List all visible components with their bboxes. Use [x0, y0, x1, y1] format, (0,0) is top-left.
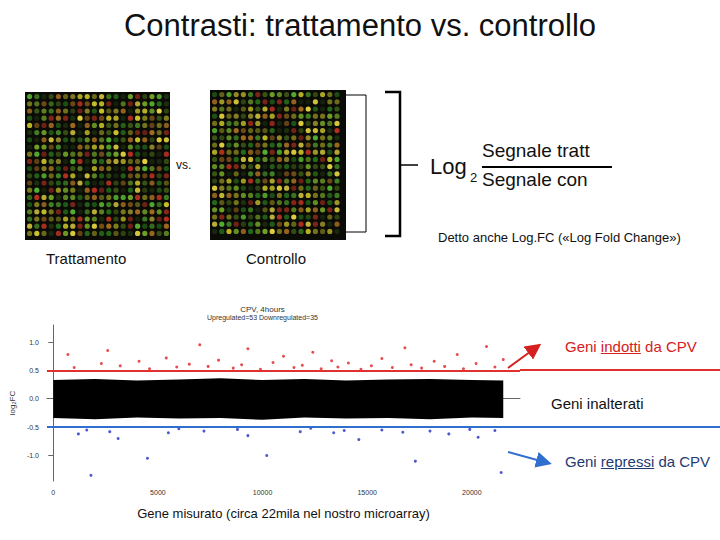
html-text:Geni indotti da CPV: Geni indotti da CPV: [565, 338, 697, 355]
svg-text:0.5: 0.5: [29, 367, 39, 374]
svg-text:-1.0: -1.0: [27, 452, 39, 459]
svg-text:0: 0: [51, 489, 55, 496]
html-text:Geni inalterati: Geni inalterati: [551, 395, 644, 412]
svg-text:1.0: 1.0: [29, 339, 39, 346]
svg-text:Gene misurato (circa 22mila ne: Gene misurato (circa 22mila nel nostro m…: [137, 506, 430, 521]
svg-text:CPV, 4hours: CPV, 4hours: [240, 305, 285, 314]
html-text:Contrasti: trattamento vs. con: Contrasti: trattamento vs. controllo: [124, 8, 596, 43]
svg-text:10000: 10000: [253, 489, 273, 496]
html-text:Log2: Log2: [430, 154, 478, 185]
html-text:Segnale tratt: Segnale tratt: [482, 140, 590, 161]
svg-text:15000: 15000: [357, 489, 377, 496]
html-text:Detto anche Log.FC («Log Fold: Detto anche Log.FC («Log Fold Change»): [438, 230, 681, 245]
svg-text:log₂FC: log₂FC: [8, 391, 17, 416]
html-text:Geni repressi da CPV: Geni repressi da CPV: [565, 453, 711, 470]
svg-text:0.0: 0.0: [29, 395, 39, 402]
html-text:Segnale con: Segnale con: [482, 169, 588, 190]
html-text:Controllo: Controllo: [246, 250, 306, 267]
html-text:Trattamento: Trattamento: [46, 250, 127, 267]
svg-text:-0.5: -0.5: [27, 424, 39, 431]
svg-text:5000: 5000: [150, 489, 166, 496]
html-text:vs.: vs.: [176, 158, 192, 172]
svg-text:20000: 20000: [462, 489, 482, 496]
svg-text:Upregulated=53 Downregulated=3: Upregulated=53 Downregulated=35: [207, 314, 318, 322]
